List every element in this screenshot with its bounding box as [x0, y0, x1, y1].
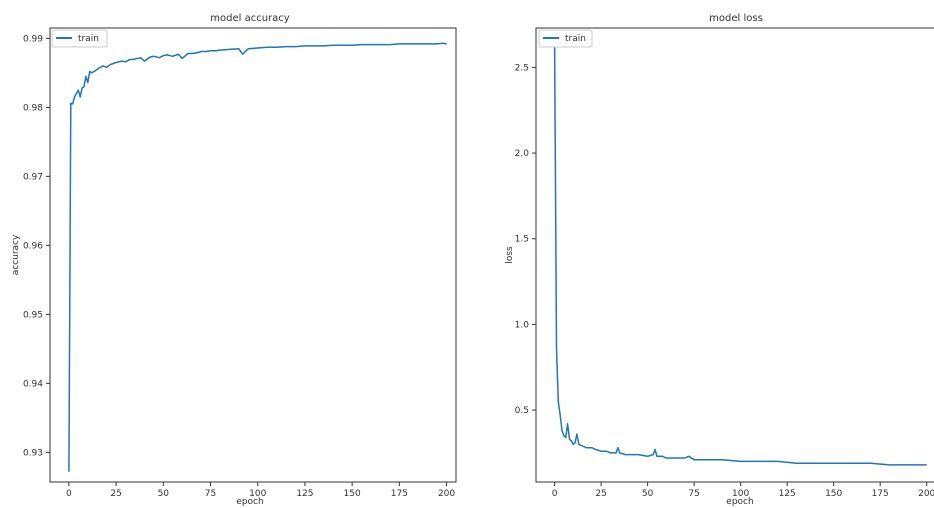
train-series-line — [68, 42, 447, 472]
y-axis: 0.5 1.0 1.5 2.0 2.5 — [515, 63, 536, 416]
x-tick-label: 25 — [595, 489, 606, 499]
legend: train — [538, 29, 593, 48]
x-tick-label: 175 — [391, 489, 408, 499]
y-tick-label: 0.98 — [23, 103, 43, 113]
legend-label: train — [78, 34, 99, 44]
x-tick-label: 125 — [779, 489, 796, 499]
x-tick-label: 50 — [642, 489, 654, 499]
x-tick-label: 0 — [66, 489, 72, 499]
accuracy-chart: model accuracy 0 25 50 75 100 125 150 175 200 0.… — [11, 13, 457, 507]
y-axis: 0.93 0.94 0.95 0.96 0.97 0.98 0.99 — [23, 34, 50, 458]
legend: train — [51, 29, 108, 48]
legend-box — [51, 29, 108, 48]
y-tick-label: 0.99 — [23, 34, 43, 44]
loss-chart: model loss 0 25 50 75 100 125 150 175 200 0.5 1.0… — [505, 13, 934, 507]
y-tick-label: 0.93 — [23, 448, 43, 458]
legend-box — [538, 29, 593, 48]
x-tick-label: 200 — [918, 489, 934, 499]
x-tick-label: 100 — [249, 489, 266, 499]
chart-title: model loss — [709, 13, 763, 24]
x-tick-label: 25 — [110, 489, 121, 499]
x-tick-label: 100 — [732, 489, 749, 499]
y-tick-label: 1.0 — [515, 320, 530, 330]
chart-title: model accuracy — [210, 13, 290, 24]
y-tick-label: 0.5 — [515, 406, 529, 416]
plot-frame — [535, 27, 934, 483]
x-tick-label: 125 — [296, 489, 313, 499]
train-series-line — [553, 41, 927, 466]
y-axis-label: accuracy — [11, 234, 21, 275]
x-tick-label: 150 — [825, 489, 842, 499]
x-axis: 0 25 50 75 100 125 150 175 200 — [66, 482, 455, 499]
y-tick-label: 0.95 — [23, 310, 43, 320]
y-tick-label: 2.5 — [515, 63, 529, 73]
x-tick-label: 0 — [552, 489, 558, 499]
legend-label: train — [565, 34, 586, 44]
x-axis-label: epoch — [236, 497, 263, 507]
x-tick-label: 75 — [688, 489, 699, 499]
x-axis: 0 25 50 75 100 125 150 175 200 — [552, 482, 934, 499]
y-tick-label: 1.5 — [515, 235, 529, 245]
x-axis-label: epoch — [726, 497, 753, 507]
y-tick-label: 2.0 — [515, 149, 530, 159]
x-tick-label: 175 — [872, 489, 889, 499]
plot-frame — [49, 27, 457, 483]
y-tick-label: 0.96 — [23, 241, 43, 251]
x-tick-label: 200 — [438, 489, 455, 499]
x-tick-label: 50 — [158, 489, 170, 499]
y-tick-label: 0.97 — [23, 172, 43, 182]
x-tick-label: 75 — [205, 489, 216, 499]
y-tick-label: 0.94 — [23, 379, 43, 389]
x-tick-label: 150 — [344, 489, 361, 499]
y-axis-label: loss — [505, 246, 515, 264]
